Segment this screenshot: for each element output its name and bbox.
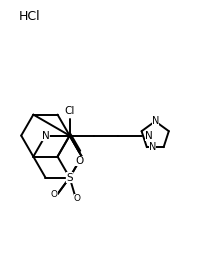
Text: O: O: [75, 156, 83, 166]
Text: S: S: [66, 173, 73, 183]
Text: N: N: [145, 131, 152, 141]
Text: N: N: [151, 116, 159, 126]
Text: O: O: [74, 194, 81, 203]
Text: HCl: HCl: [19, 10, 41, 23]
Text: N: N: [41, 131, 49, 141]
Text: N: N: [149, 142, 156, 152]
Text: O: O: [51, 189, 58, 199]
Text: Cl: Cl: [64, 106, 75, 116]
